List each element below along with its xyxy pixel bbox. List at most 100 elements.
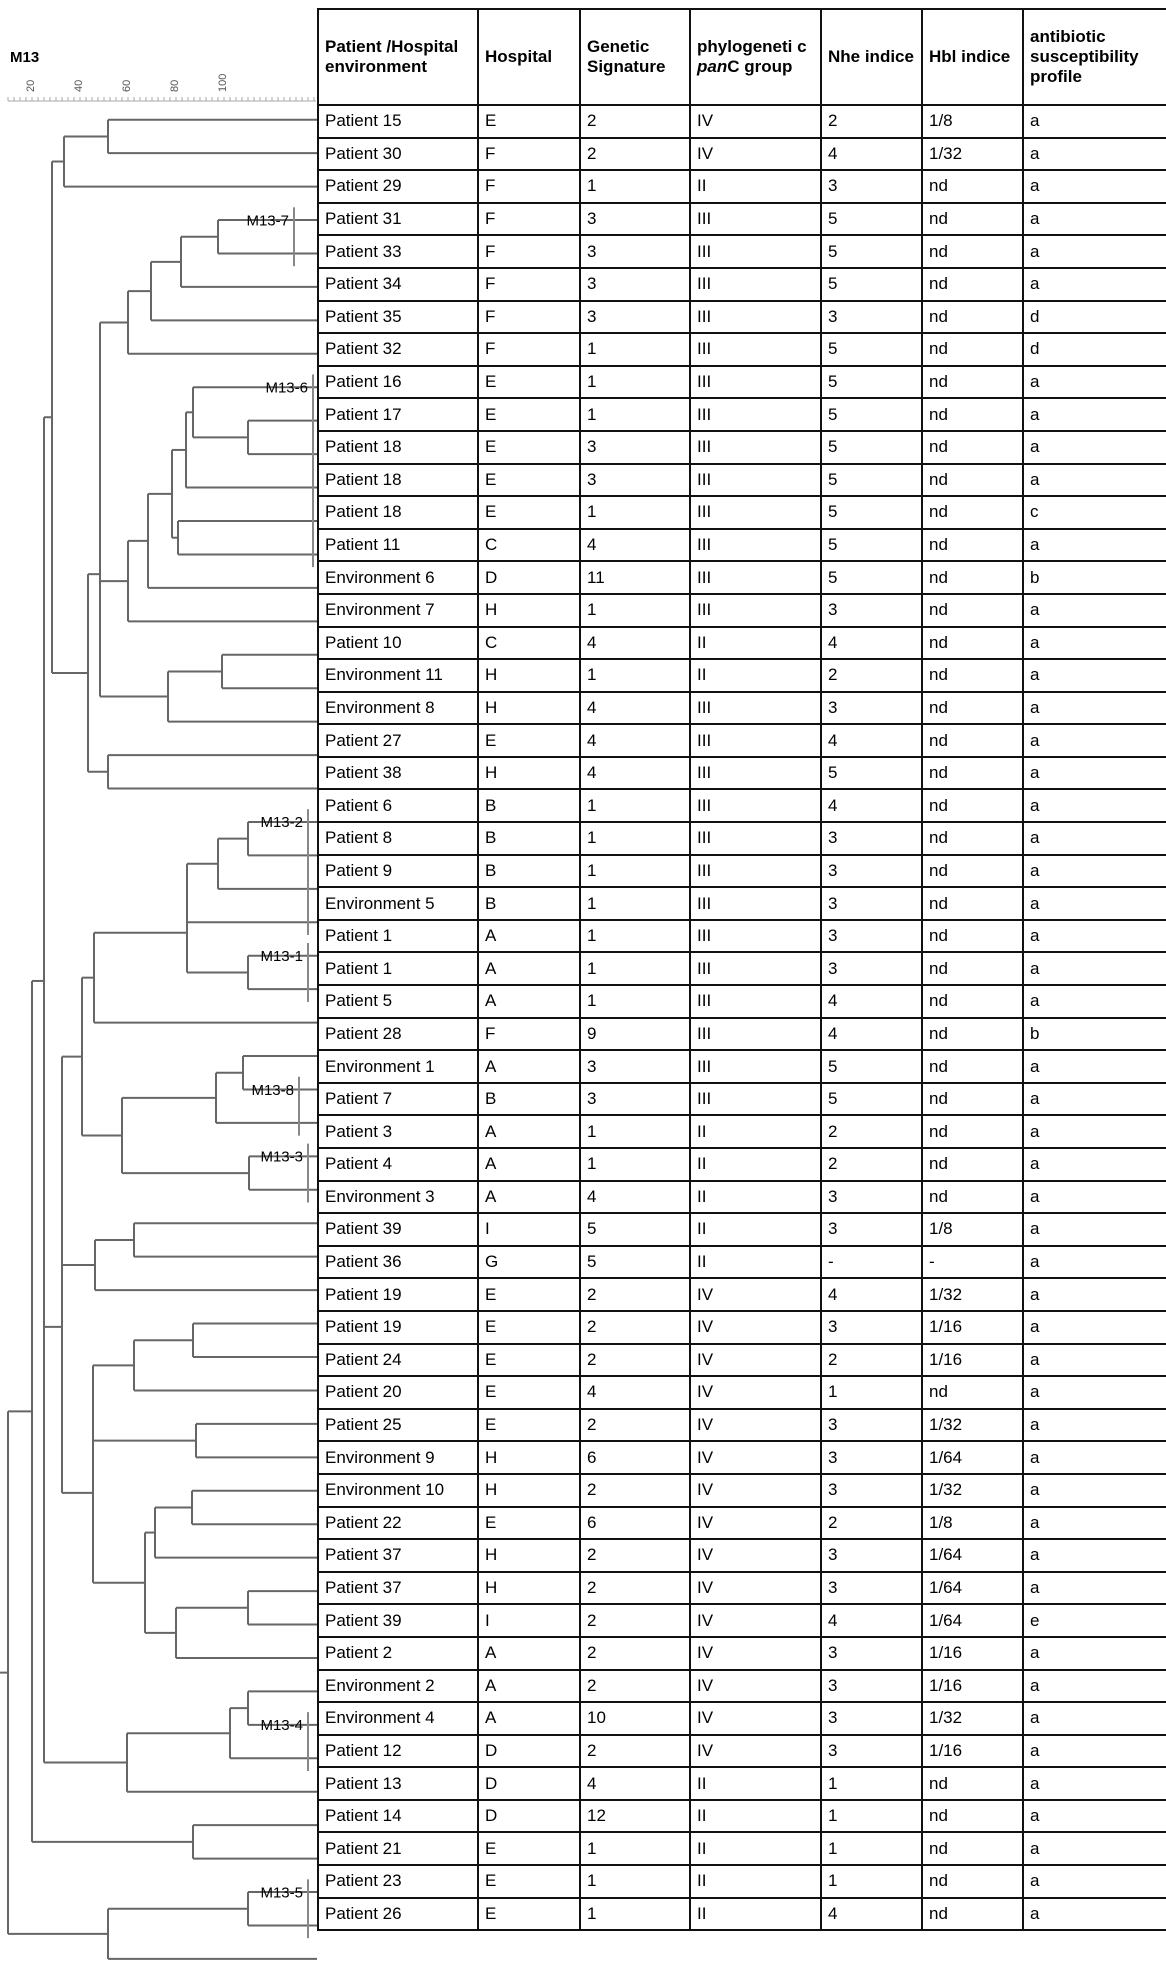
cell-hbl-indice: nd — [921, 1831, 1024, 1867]
cell-panc-group: IV — [689, 1277, 822, 1312]
cluster-label: M13-1 — [260, 948, 303, 965]
cell-genetic-signature: 2 — [579, 104, 691, 139]
cell-patient: Patient 27 — [317, 723, 479, 758]
cell-genetic-signature: 3 — [579, 462, 691, 498]
cell-genetic-signature: 2 — [579, 1538, 691, 1573]
table-row: Patient 25 E 2 IV 3 1/32 a — [317, 1407, 1166, 1443]
cell-hospital: E — [477, 1896, 581, 1932]
cell-hospital: B — [477, 1081, 581, 1117]
cell-patient: Environment 6 — [317, 560, 479, 595]
cell-antibiotic-profile: a — [1022, 723, 1166, 758]
cell-patient: Environment 9 — [317, 1440, 479, 1475]
cell-patient: Patient 10 — [317, 625, 479, 661]
table-row: Patient 24 E 2 IV 2 1/16 a — [317, 1342, 1166, 1378]
cell-antibiotic-profile: d — [1022, 299, 1166, 335]
cell-nhe-indice: 4 — [820, 1016, 923, 1052]
cell-hbl-indice: 1/8 — [921, 1505, 1024, 1541]
cell-genetic-signature: 1 — [579, 658, 691, 693]
cell-hospital: F — [477, 299, 581, 335]
cell-patient: Patient 37 — [317, 1570, 479, 1606]
cell-hbl-indice: nd — [921, 821, 1024, 856]
cell-genetic-signature: 4 — [579, 527, 691, 563]
cell-panc-group: III — [689, 821, 822, 856]
cell-antibiotic-profile: a — [1022, 1309, 1166, 1345]
cell-genetic-signature: 2 — [579, 136, 691, 172]
cell-hbl-indice: - — [921, 1244, 1024, 1280]
cell-patient: Environment 11 — [317, 658, 479, 693]
cell-panc-group: III — [689, 462, 822, 498]
cell-panc-group: IV — [689, 1668, 822, 1704]
cell-panc-group: III — [689, 332, 822, 367]
cell-patient: Patient 3 — [317, 1114, 479, 1149]
table-row: Patient 22 E 6 IV 2 1/8 a — [317, 1505, 1166, 1541]
cell-nhe-indice: 2 — [820, 104, 923, 139]
cell-nhe-indice: 1 — [820, 1798, 923, 1834]
cell-nhe-indice: 4 — [820, 1277, 923, 1312]
cell-hbl-indice: nd — [921, 951, 1024, 987]
cell-patient: Environment 5 — [317, 886, 479, 921]
cell-genetic-signature: 1 — [579, 1114, 691, 1149]
cell-patient: Environment 4 — [317, 1701, 479, 1736]
similarity-scale: 20 40 60 80 100 — [7, 74, 316, 102]
cell-hbl-indice: nd — [921, 1114, 1024, 1149]
cell-nhe-indice: - — [820, 1244, 923, 1280]
cell-hbl-indice: nd — [921, 364, 1024, 400]
scale-tick-label: 20 — [25, 80, 37, 92]
cell-hbl-indice: 1/64 — [921, 1603, 1024, 1638]
cell-nhe-indice: 5 — [820, 495, 923, 530]
cell-panc-group: III — [689, 592, 822, 628]
cell-antibiotic-profile: a — [1022, 1831, 1166, 1867]
cell-panc-group: IV — [689, 1635, 822, 1671]
cell-panc-group: IV — [689, 1505, 822, 1541]
cell-hospital: F — [477, 234, 581, 269]
cell-hospital: A — [477, 1701, 581, 1736]
cell-patient: Patient 14 — [317, 1798, 479, 1834]
cell-genetic-signature: 2 — [579, 1570, 691, 1606]
cell-genetic-signature: 1 — [579, 397, 691, 432]
cell-panc-group: II — [689, 1114, 822, 1149]
cell-patient: Patient 22 — [317, 1505, 479, 1541]
cell-hbl-indice: 1/16 — [921, 1668, 1024, 1704]
cell-genetic-signature: 1 — [579, 886, 691, 921]
table-header-row: Patient /Hospital environment Hospital G… — [317, 8, 1166, 106]
cell-nhe-indice: 5 — [820, 364, 923, 400]
cell-patient: Patient 1 — [317, 918, 479, 954]
cell-hbl-indice: 1/32 — [921, 1277, 1024, 1312]
cell-nhe-indice: 3 — [820, 1733, 923, 1769]
table-row: Patient 30 F 2 IV 4 1/32 a — [317, 136, 1166, 172]
cell-hbl-indice: nd — [921, 1375, 1024, 1410]
cell-panc-group: III — [689, 1049, 822, 1084]
cell-hospital: B — [477, 853, 581, 889]
cell-hbl-indice: nd — [921, 397, 1024, 432]
cluster-label: M13-5 — [260, 1884, 303, 1901]
cell-genetic-signature: 3 — [579, 429, 691, 465]
cell-nhe-indice: 5 — [820, 560, 923, 595]
cell-hospital: F — [477, 136, 581, 172]
cell-hbl-indice: 1/16 — [921, 1635, 1024, 1671]
cell-genetic-signature: 4 — [579, 625, 691, 661]
cell-nhe-indice: 3 — [820, 1472, 923, 1508]
cell-panc-group: III — [689, 918, 822, 954]
cell-genetic-signature: 3 — [579, 201, 691, 237]
cell-antibiotic-profile: a — [1022, 853, 1166, 889]
cell-antibiotic-profile: c — [1022, 495, 1166, 530]
cell-genetic-signature: 1 — [579, 918, 691, 954]
cell-patient: Patient 5 — [317, 984, 479, 1019]
cell-panc-group: IV — [689, 1538, 822, 1573]
cell-hbl-indice: nd — [921, 560, 1024, 595]
cell-panc-group: III — [689, 527, 822, 563]
cell-panc-group: IV — [689, 1375, 822, 1410]
cell-genetic-signature: 10 — [579, 1701, 691, 1736]
cell-patient: Patient 21 — [317, 1831, 479, 1867]
cell-panc-group: III — [689, 299, 822, 335]
cell-nhe-indice: 5 — [820, 462, 923, 498]
cell-hbl-indice: nd — [921, 1864, 1024, 1899]
cell-hospital: E — [477, 1375, 581, 1410]
